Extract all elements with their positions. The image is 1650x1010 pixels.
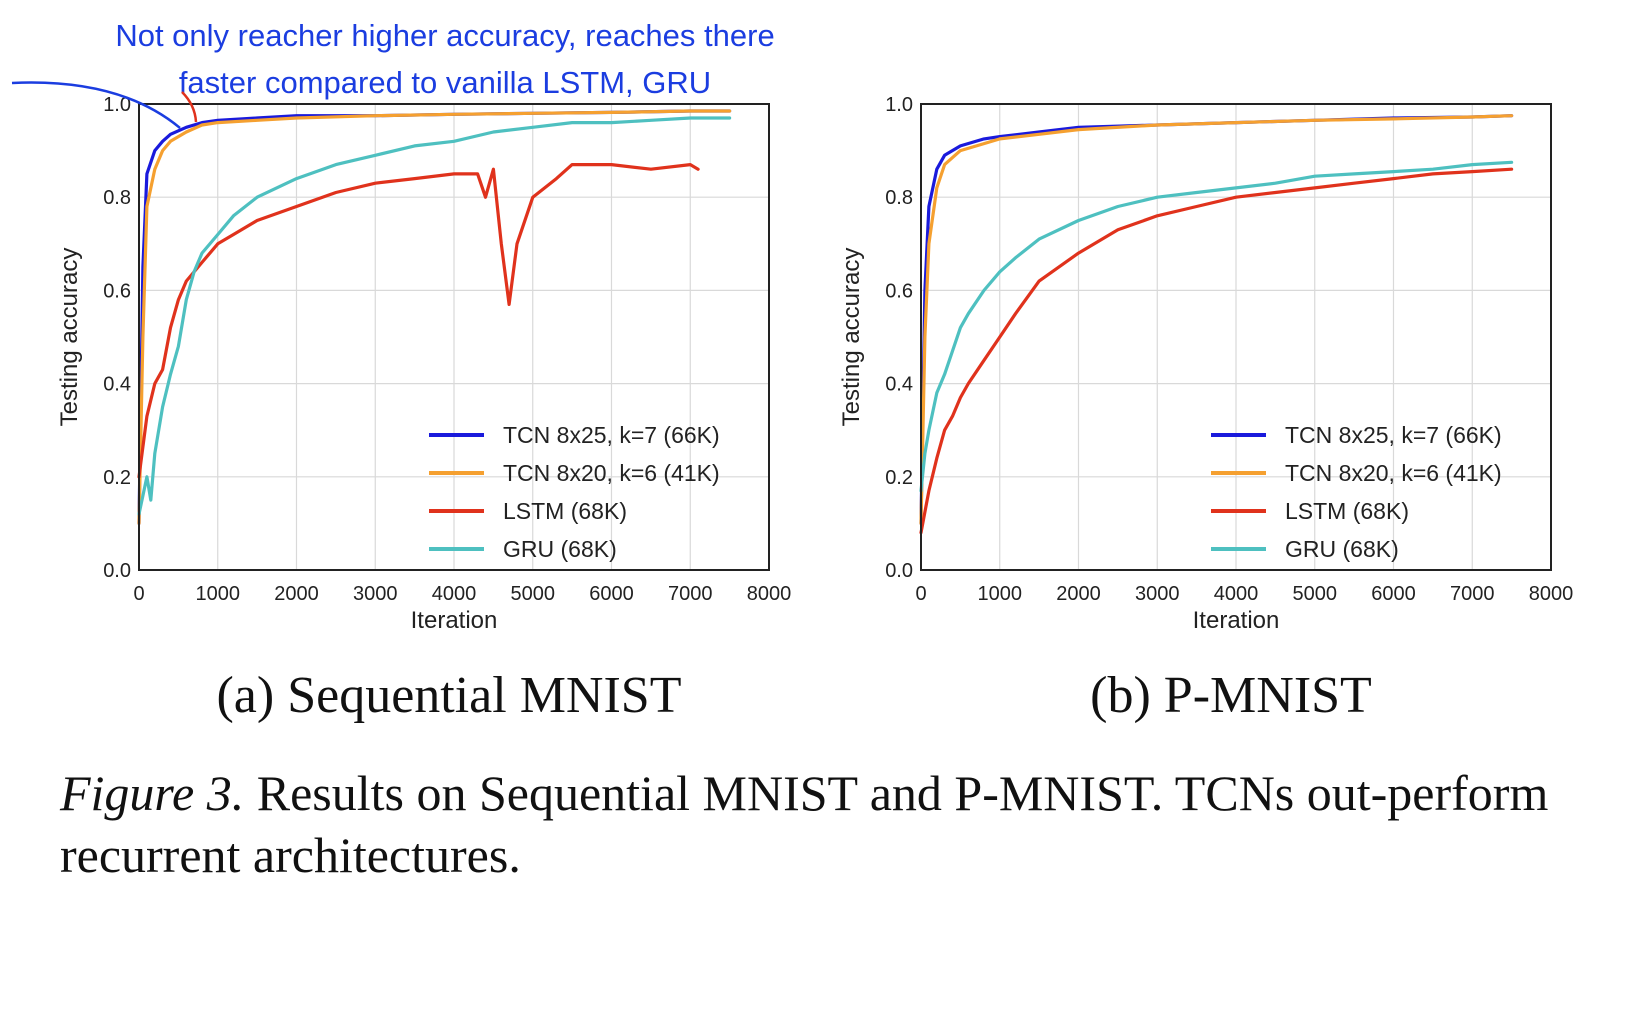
y-tick-label: 0.4 [885,374,913,396]
caption-figure-label: Figure 3. [60,765,245,821]
series-line-1 [919,114,1514,525]
legend-label-1: TCN 8x20, k=6 (41K) [1285,460,1502,486]
x-axis-label: Iteration [1193,607,1280,634]
x-tick-label: 5000 [511,583,556,605]
y-tick-label: 0.2 [885,467,913,489]
legend-label-1: TCN 8x20, k=6 (41K) [503,460,720,486]
x-tick-label: 4000 [432,583,477,605]
annotation-arrow-red [181,91,198,123]
x-tick-label: 7000 [668,583,713,605]
x-tick-label: 1000 [978,583,1023,605]
y-tick-label: 0.6 [103,280,131,302]
handwritten-annotation: Not only reacher higher accuracy, reache… [11,18,775,129]
x-tick-label: 8000 [1529,583,1574,605]
plot-frame [920,103,1552,571]
annotation-line-2: faster compared to vanilla LSTM, GRU [179,65,711,100]
series-line-3 [137,116,732,516]
y-tick-label: 1.0 [103,94,131,116]
series-line-2 [137,163,700,479]
annotation-arrow-blue [11,81,181,129]
figure-caption: Figure 3. Results on Sequential MNIST an… [60,762,1620,886]
x-tick-label: 1000 [196,583,241,605]
y-tick-label: 0.6 [885,280,913,302]
chart-p-mnist: 0 1000 2000 3000 4000 5000 6000 7000 8000 0.0 0.2 0… [838,94,1573,724]
y-tick-label: 0.8 [885,187,913,209]
x-axis-label: Iteration [411,607,498,634]
y-tick-label: 0.4 [103,374,131,396]
legend-label-2: LSTM (68K) [1285,498,1409,524]
x-tick-label: 8000 [747,583,792,605]
y-tick-label: 0.0 [103,560,131,582]
series-line-3 [919,160,1514,493]
legend-label-3: GRU (68K) [1285,536,1399,562]
x-tick-label: 6000 [589,583,634,605]
legend-label-2: LSTM (68K) [503,498,627,524]
legend-label-0: TCN 8x25, k=7 (66K) [1285,422,1502,448]
chart-subtitle: (a) Sequential MNIST [216,667,681,724]
x-tick-label: 5000 [1293,583,1338,605]
y-axis-label: Testing accuracy [56,248,83,427]
x-tick-label: 3000 [353,583,398,605]
x-tick-label: 2000 [1056,583,1101,605]
x-tick-label: 0 [133,583,144,605]
x-tick-label: 6000 [1371,583,1416,605]
y-tick-label: 0.2 [103,467,131,489]
plot-frame [138,103,770,571]
x-tick-label: 0 [915,583,926,605]
x-tick-label: 4000 [1214,583,1259,605]
y-tick-label: 0.0 [885,560,913,582]
x-tick-label: 7000 [1450,583,1495,605]
x-tick-label: 3000 [1135,583,1180,605]
x-tick-label: 2000 [274,583,319,605]
chart-subtitle: (b) P-MNIST [1090,667,1372,724]
y-axis-label: Testing accuracy [838,248,865,427]
caption-text: Results on Sequential MNIST and P-MNIST.… [60,765,1549,883]
chart-sequential-mnist: 0 1000 2000 3000 4000 5000 6000 7000 8000 0.0 0.2 0… [56,94,791,724]
series-line-1 [137,109,732,525]
y-tick-label: 1.0 [885,94,913,116]
series-line-2 [919,167,1514,535]
legend-label-3: GRU (68K) [503,536,617,562]
y-tick-label: 0.8 [103,187,131,209]
legend-label-0: TCN 8x25, k=7 (66K) [503,422,720,448]
annotation-line-1: Not only reacher higher accuracy, reache… [115,18,774,53]
